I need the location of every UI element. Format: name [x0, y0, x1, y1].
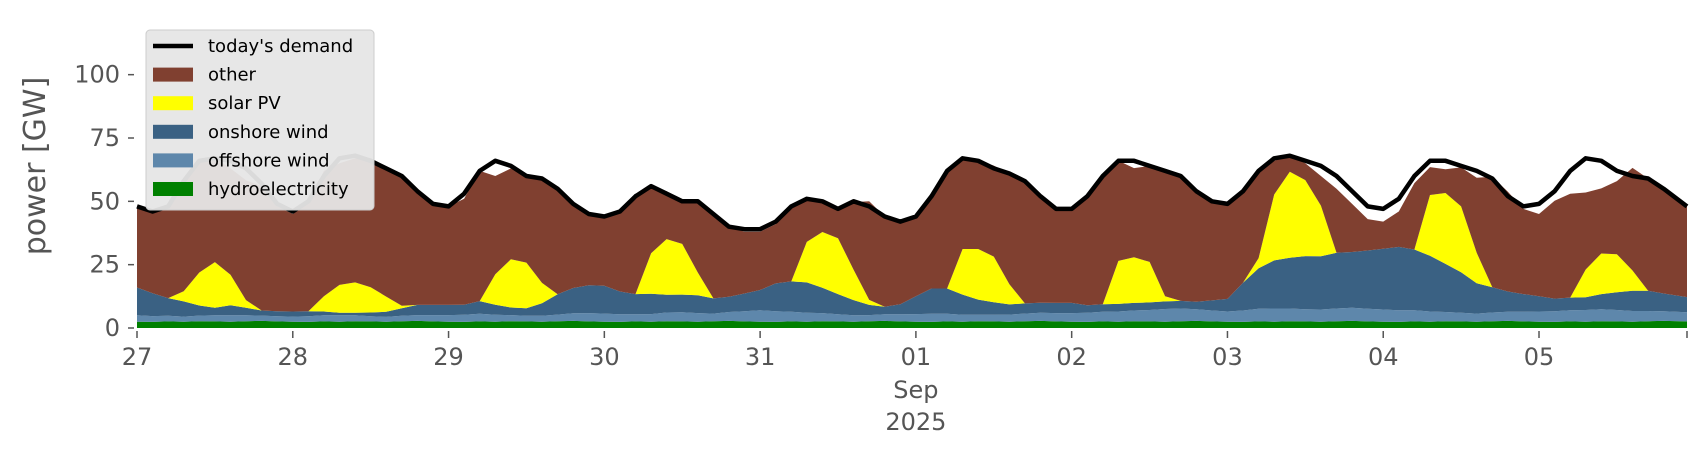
- demand-line-layer: [136, 153, 1689, 232]
- series-line-todays-demand: [136, 153, 1689, 232]
- area-series-layer: [137, 155, 1687, 328]
- y-tick-label: 50: [89, 187, 120, 215]
- x-tick-label: 29: [433, 343, 464, 371]
- y-tick-label: 0: [105, 314, 120, 342]
- legend-swatch-hydroelectricity: [153, 182, 193, 196]
- legend-label-hydroelectricity: hydroelectricity: [208, 179, 349, 200]
- x-sublabel: Sep: [893, 376, 938, 404]
- area-other: [137, 155, 1687, 312]
- legend-swatch-offshore-wind: [153, 153, 193, 168]
- x-tick-label: 01: [901, 343, 932, 371]
- legend-label-today-s-demand: today's demand: [208, 36, 353, 57]
- legend-label-solar-pv: solar PV: [208, 93, 281, 114]
- legend-box: [145, 29, 375, 211]
- legend-swatch-onshore-wind: [153, 124, 193, 139]
- axes-layer: 0 25 50 75 100 27 28 29 30 31 01 02 03 04 05 Sep 2025 pow…: [18, 61, 1688, 436]
- legend-label-other: other: [208, 65, 257, 86]
- x-tick-label: 30: [589, 343, 620, 371]
- legend: today's demand other solar PV onshore wind o…: [145, 29, 375, 211]
- area-offshore-wind: [137, 307, 1687, 322]
- x-tick-label: 04: [1368, 343, 1399, 371]
- legend-swatch-solar-pv: [153, 96, 193, 111]
- legend-swatch-other: [153, 67, 193, 82]
- y-tick-label: 25: [89, 251, 120, 279]
- x-sublabel: 2025: [885, 408, 946, 436]
- legend-label-onshore-wind: onshore wind: [208, 122, 329, 143]
- legend-label-offshore-wind: offshore wind: [208, 150, 330, 171]
- x-tick-label: 05: [1524, 343, 1555, 371]
- area-solar-pv: [137, 171, 1687, 313]
- x-tick-label: 02: [1056, 343, 1087, 371]
- x-tick-label: 03: [1212, 343, 1243, 371]
- x-tick-label: 27: [122, 343, 153, 371]
- y-tick-label: 75: [89, 124, 120, 152]
- area-onshore-wind: [137, 246, 1687, 317]
- y-tick-label: 100: [74, 61, 120, 89]
- area-hydroelectricity: [137, 320, 1687, 328]
- x-tick-label: 28: [278, 343, 309, 371]
- x-tick-label: 31: [745, 343, 776, 371]
- y-axis-title: power [GW]: [18, 77, 53, 256]
